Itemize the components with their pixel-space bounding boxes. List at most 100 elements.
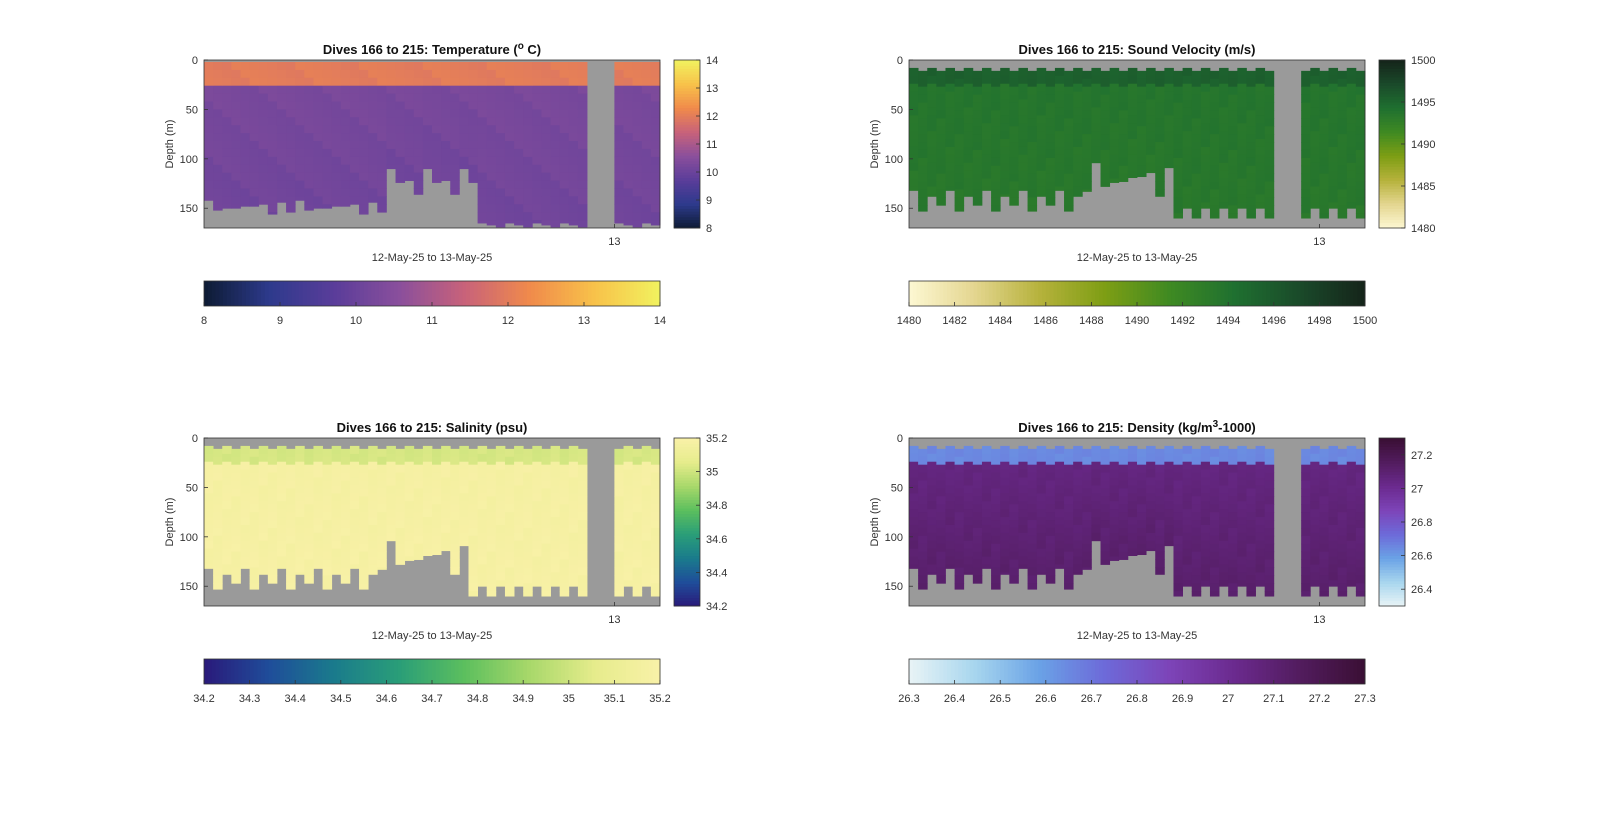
heat-cell: [577, 125, 588, 134]
heat-cell: [927, 99, 937, 108]
heat-cell: [909, 509, 919, 518]
heat-cell: [1237, 564, 1247, 573]
heat-cell: [541, 456, 551, 466]
horizontal-colorbar-segment: [492, 281, 498, 306]
heat-cell: [532, 564, 542, 573]
heat-cell: [1064, 149, 1074, 159]
heat-cell: [568, 101, 579, 110]
heat-cell: [972, 110, 983, 119]
heat-cell: [359, 551, 369, 560]
heat-cell: [1100, 512, 1111, 521]
heat-cell: [1319, 181, 1329, 190]
heat-cell: [213, 559, 223, 568]
heat-cell: [450, 141, 460, 150]
heat-cell: [441, 117, 451, 126]
heat-cell: [514, 580, 524, 587]
horizontal-colorbar-segment: [1137, 659, 1142, 684]
heat-cell: [204, 453, 214, 463]
heat-cell: [1137, 173, 1147, 178]
heat-cell: [568, 461, 579, 471]
horizontal-colorbar-segment: [1194, 281, 1199, 306]
heat-cell: [918, 149, 928, 159]
horizontal-colorbar-tick-label: 35: [563, 693, 575, 705]
heat-cell: [404, 556, 415, 561]
heat-cell: [1064, 512, 1074, 521]
heat-cell: [936, 78, 946, 88]
heat-cell: [422, 101, 433, 110]
heat-cell: [477, 180, 488, 189]
horizontal-colorbar-segment: [1053, 281, 1058, 306]
heat-cell: [523, 77, 533, 87]
heat-cell: [349, 61, 360, 71]
heat-cell: [1255, 202, 1266, 209]
horizontal-colorbar-segment: [394, 281, 399, 306]
heat-cell: [614, 61, 624, 71]
heat-cell: [231, 93, 241, 102]
heat-cell: [468, 133, 478, 142]
horizontal-colorbar-segment: [599, 659, 604, 684]
heat-cell: [359, 101, 369, 110]
horizontal-colorbar-segment: [641, 281, 646, 306]
heat-cell: [650, 220, 661, 226]
heat-cell: [349, 69, 360, 79]
heat-cell: [222, 156, 232, 166]
horizontal-colorbar-segment: [299, 281, 304, 306]
heat-cell: [568, 524, 579, 534]
heat-cell: [550, 453, 561, 463]
heat-cell: [1091, 532, 1101, 542]
heat-cell: [1164, 107, 1174, 116]
heat-cell: [1246, 173, 1256, 182]
heat-cell: [477, 188, 488, 197]
heat-cell: [650, 101, 661, 110]
heat-cell: [1319, 189, 1329, 198]
horizontal-colorbar-segment: [1319, 281, 1324, 306]
heat-cell: [1191, 575, 1202, 584]
heat-cell: [1164, 453, 1174, 463]
heat-cell: [541, 448, 551, 458]
horizontal-colorbar-segment: [1308, 659, 1313, 684]
heat-cell: [541, 133, 551, 142]
horizontal-colorbar-segment: [1099, 659, 1104, 684]
heat-cell: [249, 133, 260, 142]
heat-cell: [322, 504, 333, 513]
heat-cell: [1146, 509, 1156, 518]
heat-cell: [1054, 83, 1065, 93]
heat-cell: [1237, 532, 1247, 542]
heat-cell: [495, 548, 506, 557]
heat-cell: [231, 69, 241, 79]
heat-cell: [386, 93, 396, 102]
heat-cell: [1009, 448, 1019, 458]
heat-cell: [541, 141, 551, 150]
heat-cell: [276, 61, 287, 71]
heat-cell: [1301, 94, 1311, 103]
heat-cell: [918, 480, 928, 489]
heat-cell: [468, 85, 478, 94]
heat-cell: [1155, 543, 1165, 553]
heat-cell: [1355, 189, 1366, 198]
heat-cell: [1310, 556, 1320, 565]
y-tick-label: 100: [885, 532, 903, 544]
horizontal-colorbar-segment: [534, 281, 539, 306]
horizontal-colorbar-segment: [981, 659, 986, 684]
heat-cell: [1064, 118, 1074, 127]
heat-cell: [1264, 173, 1275, 182]
heat-cell: [477, 61, 488, 71]
heat-cell: [1301, 197, 1311, 206]
horizontal-colorbar-segment: [1106, 281, 1111, 306]
horizontal-colorbar-segment: [1004, 281, 1009, 306]
heat-cell: [1009, 94, 1019, 103]
heat-cell: [276, 524, 287, 534]
heat-cell: [477, 125, 488, 134]
heat-cell: [641, 212, 652, 221]
heat-cell: [1146, 83, 1156, 93]
heat-cell: [614, 488, 624, 497]
heat-cell: [909, 67, 919, 77]
heat-cell: [1310, 445, 1320, 455]
horizontal-colorbar-segment: [1319, 659, 1324, 684]
horizontal-colorbar-segment: [950, 281, 956, 306]
heat-cell: [432, 69, 442, 79]
heat-cell: [504, 93, 515, 102]
heat-cell: [1209, 583, 1220, 592]
heat-cell: [936, 165, 946, 175]
horizontal-colorbar-segment: [985, 281, 990, 306]
